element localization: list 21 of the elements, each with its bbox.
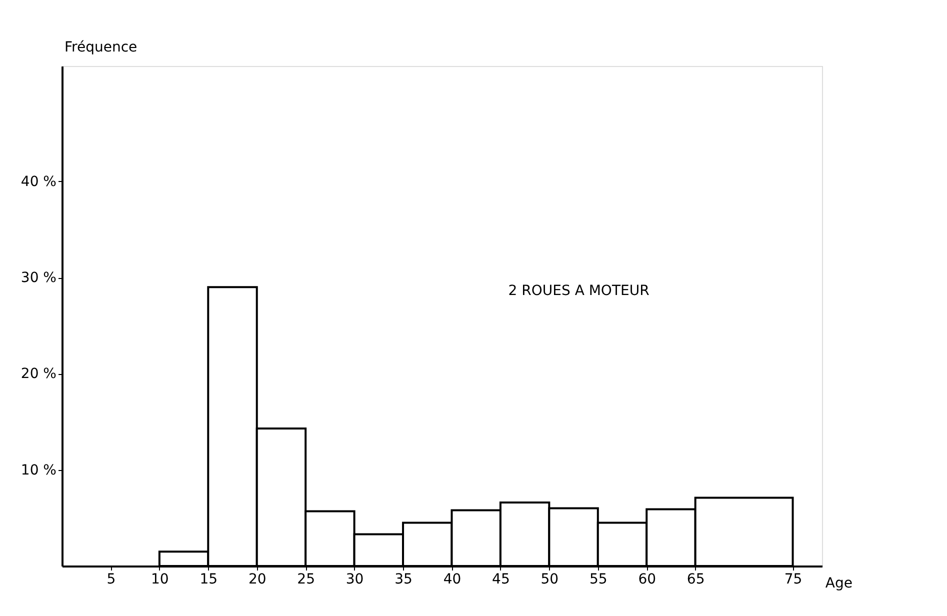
y-tick-label: 30 %	[20, 270, 56, 286]
annotation: 2 ROUES A MOTEUR	[508, 283, 650, 299]
x-tick-label: 25	[297, 572, 316, 588]
x-tick-label: 35	[394, 572, 412, 588]
x-tick-label: 65	[686, 572, 705, 588]
x-tick-label: 20	[248, 572, 266, 588]
y-tick-label: 10 %	[20, 462, 56, 478]
x-tick-label: 75	[784, 572, 802, 588]
y-tick-label: 40 %	[20, 174, 56, 190]
x-tick-label: 45	[492, 572, 510, 588]
x-tick-label: 5	[106, 572, 116, 588]
y-axis-title: Fréquence	[64, 40, 138, 56]
x-tick-label: 10	[151, 572, 169, 588]
x-tick-label: 55	[589, 572, 608, 588]
x-tick-label: 40	[443, 572, 462, 588]
y-tick-label: 20 %	[20, 366, 56, 382]
x-tick-label: 60	[638, 572, 656, 588]
x-tick-label: 15	[200, 572, 218, 588]
x-axis-title: Age	[825, 576, 852, 592]
x-tick-label: 30	[346, 572, 364, 588]
x-tick-label: 50	[540, 572, 559, 588]
